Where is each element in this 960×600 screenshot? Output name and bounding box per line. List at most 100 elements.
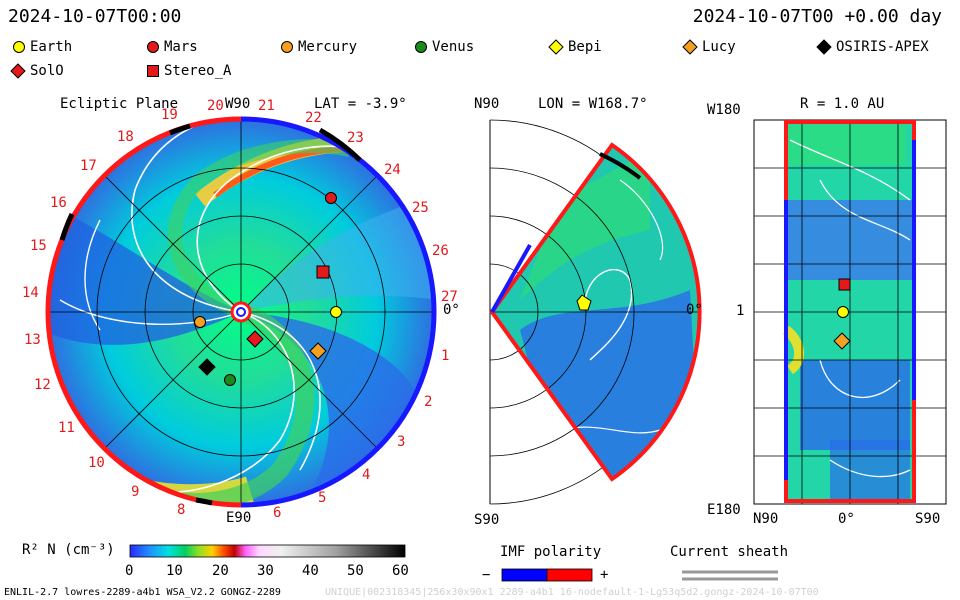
carr-tick-2: 2 — [424, 394, 433, 410]
legend-stereo-a-label: Stereo_A — [164, 63, 232, 79]
osiris-apex-marker — [198, 358, 216, 376]
legend-mercury: Mercury — [280, 39, 357, 55]
legend-earth-label: Earth — [30, 39, 73, 55]
meridional-right-label: 0° — [686, 302, 703, 318]
legend-osiris-apex-label: OSIRIS-APEX — [836, 39, 929, 55]
ecliptic-top-label: W90 — [225, 96, 251, 112]
colorbar-tick-50: 50 — [347, 563, 364, 579]
radial-title: R = 1.0 AU — [800, 96, 885, 112]
footer-run: UNIQUE|002318345|256x30x90x1 2289-a4b1 1… — [325, 587, 819, 598]
ecliptic-bottom-label: E90 — [226, 510, 252, 526]
imf-negative-swatch — [501, 568, 548, 582]
radial-earth-marker — [837, 306, 849, 318]
carr-tick-20: 20 — [207, 98, 224, 114]
venus-marker — [224, 374, 236, 386]
solo-marker-icon — [10, 63, 26, 79]
colorbar — [129, 544, 406, 558]
carr-tick-14: 14 — [22, 285, 39, 301]
osiris-apex-marker-icon — [816, 39, 832, 55]
carr-tick-21: 21 — [258, 98, 275, 114]
imf-positive-swatch — [546, 568, 593, 582]
carr-tick-12: 12 — [34, 377, 51, 393]
sun-marker — [230, 301, 252, 323]
carr-tick-8: 8 — [177, 502, 186, 518]
stereo-a-marker-icon — [147, 65, 159, 77]
meridional-top-label: N90 — [474, 96, 500, 112]
carr-tick-9: 9 — [131, 484, 140, 500]
carr-tick-13: 13 — [24, 332, 41, 348]
ecliptic-imf-ring-positive — [45, 116, 242, 508]
earth-marker — [330, 306, 342, 318]
carr-tick-1: 1 — [441, 348, 450, 364]
colorbar-tick-20: 20 — [212, 563, 229, 579]
ecliptic-panel — [45, 116, 437, 508]
carr-tick-22: 22 — [305, 110, 322, 126]
carr-tick-26: 26 — [432, 243, 449, 259]
mercury-marker — [194, 316, 206, 328]
colorbar-tick-60: 60 — [392, 563, 409, 579]
earth-marker-icon — [13, 41, 25, 53]
carr-tick-4: 4 — [362, 467, 371, 483]
carr-tick-25: 25 — [412, 200, 429, 216]
colorbar-label: R² N (cm⁻³) — [22, 542, 115, 558]
radial-x-label-0: 0° — [838, 511, 855, 527]
carr-tick-5: 5 — [318, 490, 327, 506]
meridional-lon-label: LON = W168.7° — [538, 96, 648, 112]
legend-solo-label: SolO — [30, 63, 64, 79]
mercury-marker-icon — [281, 41, 293, 53]
carr-tick-19: 19 — [161, 107, 178, 123]
legend-solo: SolO — [10, 63, 64, 79]
date-left: 2024-10-07T00:00 — [8, 6, 182, 27]
carr-tick-6: 6 — [273, 505, 282, 521]
legend-bepi-label: Bepi — [568, 39, 602, 55]
radial-mid-label: 1 — [736, 303, 745, 319]
carr-tick-16: 16 — [50, 195, 67, 211]
footer-model: ENLIL-2.7 lowres-2289-a4b1 WSA_V2.2 GONG… — [4, 587, 281, 598]
legend-osiris-apex: OSIRIS-APEX — [816, 39, 929, 55]
colorbar-tick-10: 10 — [166, 563, 183, 579]
imf-minus: − — [482, 567, 491, 583]
radial-top-left-label: W180 — [707, 102, 741, 118]
carr-tick-11: 11 — [58, 420, 75, 436]
solo-marker — [246, 330, 264, 348]
ecliptic-imf-ring-negative — [240, 116, 437, 508]
lucy-marker-icon — [682, 39, 698, 55]
radial-x-label-s90: S90 — [915, 511, 941, 527]
bepi-marker — [576, 294, 592, 311]
legend-earth: Earth — [12, 39, 72, 55]
carr-tick-27: 27 — [441, 289, 458, 305]
radial-bottom-left-label: E180 — [707, 502, 741, 518]
ecliptic-right-label: 0° — [443, 302, 460, 318]
meridional-bottom-label: S90 — [474, 512, 500, 528]
imf-title: IMF polarity — [500, 544, 602, 560]
carr-tick-3: 3 — [397, 434, 406, 450]
sheath-title: Current sheath — [670, 544, 789, 560]
legend-venus-label: Venus — [432, 39, 475, 55]
radial-x-label-n90: N90 — [753, 511, 779, 527]
radial-lucy-marker — [833, 332, 851, 350]
bepi-marker-icon — [548, 39, 564, 55]
legend-mars-label: Mars — [164, 39, 198, 55]
mars-marker — [325, 192, 337, 204]
radial-panel — [753, 119, 947, 505]
carr-tick-23: 23 — [347, 130, 364, 146]
ecliptic-lat-label: LAT = -3.9° — [314, 96, 407, 112]
mars-marker-icon — [147, 41, 159, 53]
colorbar-tick-0: 0 — [125, 563, 134, 579]
legend-stereo-a: Stereo_A — [146, 63, 231, 79]
meridional-panel — [489, 119, 702, 505]
ecliptic-title: Ecliptic Plane — [60, 96, 179, 112]
carr-tick-10: 10 — [88, 455, 105, 471]
carr-tick-17: 17 — [80, 158, 97, 174]
radial-stereo-a-marker — [838, 278, 851, 291]
stereo-a-marker — [316, 265, 330, 279]
carr-tick-24: 24 — [384, 162, 401, 178]
carr-tick-15: 15 — [30, 238, 47, 254]
legend-mercury-label: Mercury — [298, 39, 358, 55]
venus-marker-icon — [415, 41, 427, 53]
lucy-marker — [309, 342, 327, 360]
date-right: 2024-10-07T00 +0.00 day — [692, 6, 942, 27]
carr-tick-18: 18 — [117, 129, 134, 145]
